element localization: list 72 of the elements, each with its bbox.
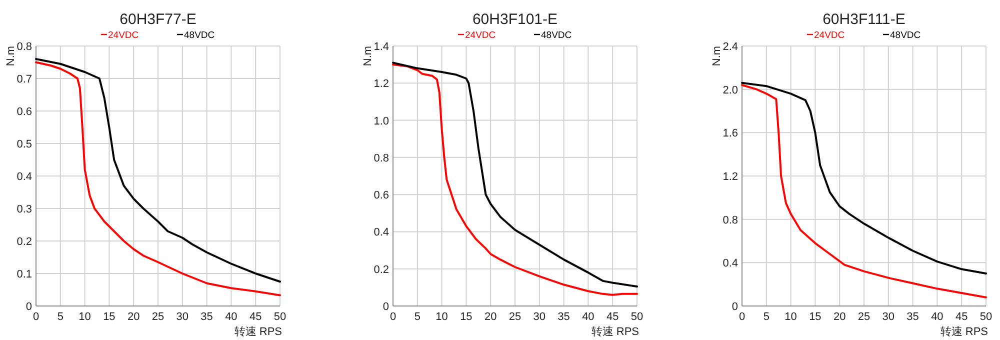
y-tick-label: 0	[26, 301, 32, 313]
y-tick-label: 2.4	[722, 41, 738, 53]
x-tick-label: 10	[784, 311, 797, 323]
x-tick-label: 25	[508, 311, 522, 323]
y-tick-label: 0.2	[16, 236, 32, 248]
y-tick-label: 1.2	[722, 171, 738, 183]
legend-label: 24VDC	[465, 30, 496, 41]
y-tick-label: 0.4	[722, 258, 738, 270]
legend-label: 48VDC	[541, 30, 572, 41]
x-axis-title: 转速 RPS	[940, 325, 988, 338]
x-tick-label: 40	[225, 311, 238, 323]
x-tick-label: 50	[630, 311, 644, 323]
x-tick-label: 45	[606, 311, 619, 323]
y-tick-label: 0.2	[374, 264, 389, 276]
y-tick-label: 0.6	[374, 190, 389, 202]
legend-label: 24VDC	[108, 30, 139, 41]
x-tick-label: 0	[738, 311, 746, 323]
y-tick-label: 0.7	[16, 74, 32, 86]
x-tick-label: 35	[558, 311, 570, 323]
x-tick-label: 0	[32, 311, 40, 323]
x-tick-label: 20	[833, 311, 846, 323]
chart-title: 60H3F111-E	[822, 11, 906, 28]
x-tick-label: 50	[980, 311, 992, 323]
y-tick-label: 0	[382, 301, 389, 313]
y-tick-label: 0.8	[16, 41, 32, 53]
y-tick-label: 0.4	[16, 171, 32, 183]
x-tick-label: 25	[152, 311, 164, 323]
y-tick-label: 0.5	[16, 138, 32, 150]
x-tick-label: 20	[127, 311, 140, 323]
x-tick-label: 45	[955, 311, 968, 323]
x-axis-title: 转速 RPS	[234, 325, 282, 338]
y-tick-label: 0.4	[374, 226, 389, 239]
x-axis-title: 转速 RPS	[591, 325, 639, 338]
y-tick-label: 0.8	[722, 214, 738, 226]
y-tick-label: 1.2	[374, 78, 389, 90]
x-tick-label: 15	[460, 311, 472, 323]
y-tick-label: 0	[732, 301, 738, 313]
x-tick-label: 40	[931, 311, 944, 323]
x-tick-label: 15	[103, 311, 116, 323]
x-tick-label: 20	[484, 311, 497, 323]
chart-title: 60H3F77-E	[120, 11, 196, 28]
y-tick-label: 2.0	[722, 84, 738, 96]
y-axis-title: N.m	[711, 46, 723, 66]
x-tick-label: 30	[176, 311, 189, 323]
chart-title: 60H3F101-E	[472, 11, 558, 28]
x-tick-label: 25	[858, 311, 870, 323]
x-tick-label: 0	[390, 311, 396, 323]
y-tick-label: 0.8	[374, 152, 389, 164]
legend-label: 48VDC	[890, 30, 921, 41]
x-tick-label: 10	[436, 311, 448, 323]
y-axis-title: N.m	[5, 46, 17, 66]
x-tick-label: 5	[414, 311, 420, 323]
x-tick-label: 30	[882, 311, 895, 323]
y-axis-title: N.m	[362, 46, 374, 66]
y-tick-label: 1.6	[722, 128, 738, 140]
legend-label: 48VDC	[184, 30, 215, 41]
x-tick-label: 10	[78, 311, 91, 323]
y-tick-label: 0.6	[16, 106, 32, 118]
x-tick-label: 15	[809, 311, 822, 323]
x-tick-label: 50	[274, 311, 286, 323]
legend-label: 24VDC	[814, 30, 845, 41]
y-tick-label: 0.3	[16, 204, 32, 216]
y-tick-label: 0.1	[16, 268, 32, 280]
x-tick-label: 45	[249, 311, 262, 323]
y-tick-label: 1.0	[374, 115, 389, 128]
x-tick-label: 5	[763, 311, 770, 323]
x-tick-label: 30	[533, 311, 546, 323]
y-tick-label: 1.4	[374, 41, 389, 53]
x-tick-label: 35	[200, 311, 213, 323]
x-tick-label: 35	[906, 311, 919, 323]
x-tick-label: 40	[582, 311, 594, 323]
x-tick-label: 5	[57, 311, 64, 323]
